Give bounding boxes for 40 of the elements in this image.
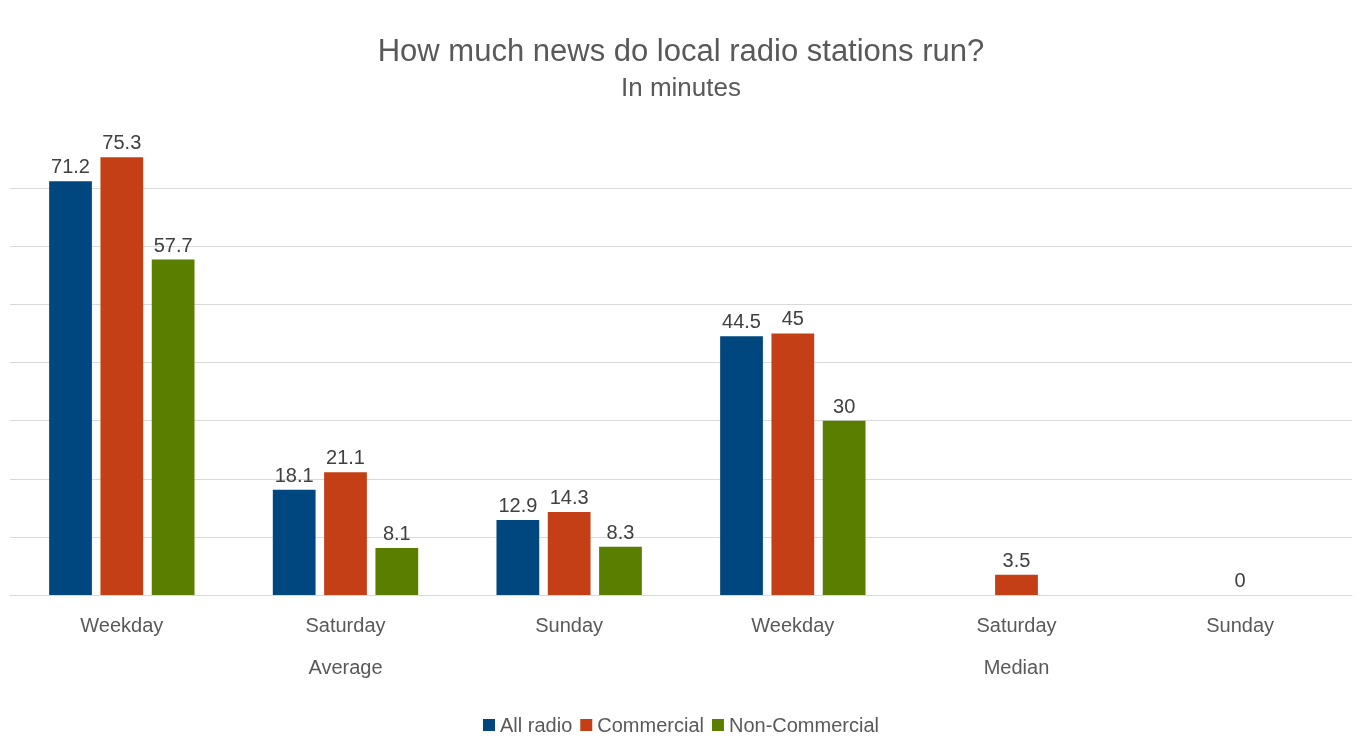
data-label: 44.5 [722, 310, 761, 333]
data-label: 14.3 [549, 485, 589, 508]
bar [151, 259, 195, 595]
x-tick-label: Weekday [751, 614, 835, 636]
data-label: 45 [781, 307, 804, 330]
chart-title: How much news do local radio stations run? [377, 33, 985, 68]
bar [547, 511, 591, 595]
x-tick-label: Saturday [305, 614, 386, 636]
text: Median [983, 656, 1050, 678]
bar [599, 546, 642, 595]
data-label: 75.3 [102, 131, 142, 154]
x-tick-label: Saturday [976, 614, 1057, 636]
data-label: 21.1 [326, 446, 365, 469]
data-label: 71.2 [51, 155, 90, 178]
data-label: 30 [833, 394, 856, 417]
bar [822, 420, 866, 595]
data-label: 57.7 [153, 233, 193, 256]
data-label: 8.3 [606, 520, 635, 543]
legend-label: All radio [500, 714, 573, 736]
legend-label: Commercial [597, 714, 704, 736]
legend-label: Non-Commercial [728, 714, 879, 736]
bar [375, 547, 419, 595]
data-label: 12.9 [498, 494, 538, 517]
data-label: 0 [1234, 569, 1246, 591]
bar [496, 520, 540, 595]
data-label: 3.5 [1002, 548, 1031, 571]
bar [272, 489, 316, 595]
data-label: 8.1 [382, 521, 411, 544]
x-tick-label: Sunday [535, 614, 604, 636]
bar [100, 157, 144, 595]
bar [995, 574, 1038, 595]
bar [49, 181, 92, 595]
bar [720, 336, 763, 595]
text: Average [308, 656, 383, 678]
data-label: 18.1 [274, 463, 314, 486]
bar [324, 472, 367, 595]
bar [771, 333, 815, 595]
x-tick-label: Weekday [80, 614, 164, 636]
x-tick-label: Sunday [1206, 614, 1275, 636]
chart-subtitle: In minutes [621, 72, 741, 102]
